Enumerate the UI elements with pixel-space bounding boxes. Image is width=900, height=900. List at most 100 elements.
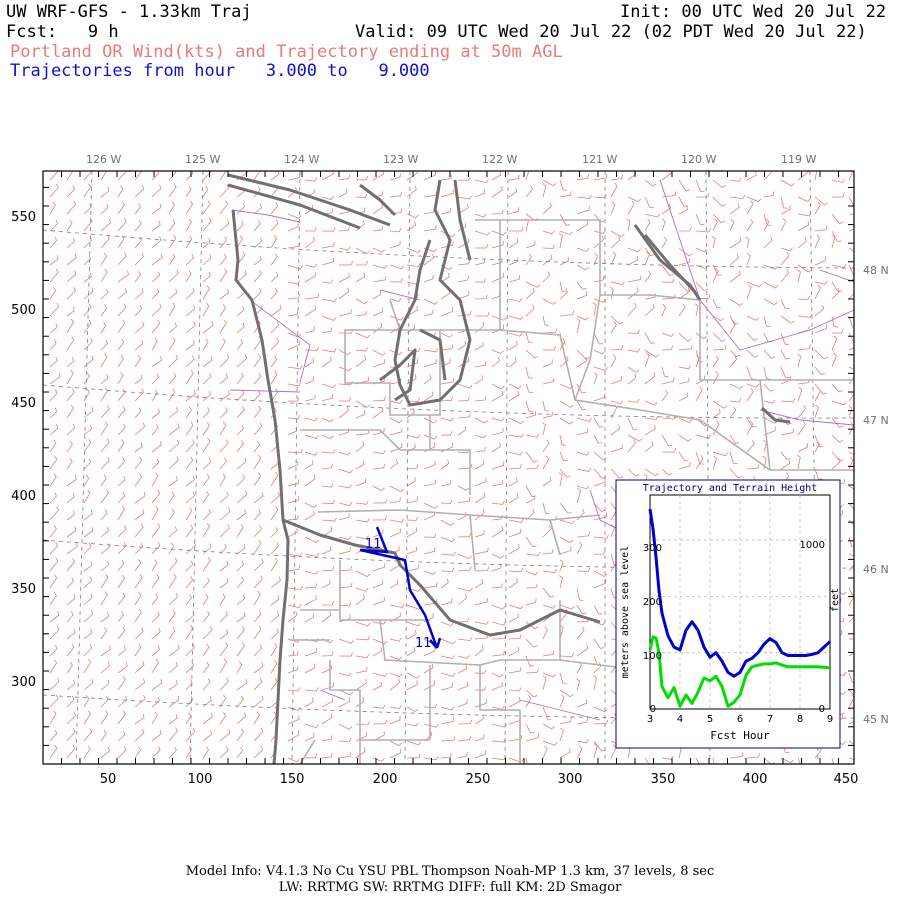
wind-barb: [508, 493, 519, 504]
wind-barb: [508, 238, 519, 249]
wind-barb: [457, 275, 469, 283]
wind-barb: [355, 410, 366, 419]
wind-barb: [304, 595, 317, 606]
wind-barb: [100, 421, 109, 436]
wind-barb: [83, 183, 92, 198]
wind-barb: [746, 284, 752, 300]
wind-barb: [304, 583, 318, 589]
wind-barb: [729, 406, 737, 419]
wind-barb: [848, 196, 854, 207]
wind-barb: [559, 468, 571, 478]
wind-barb: [644, 352, 650, 368]
wind-barb: [287, 665, 299, 674]
wind-barb: [66, 286, 76, 300]
wind-barb: [168, 662, 178, 674]
wind-barb: [474, 477, 487, 487]
wind-barb: [780, 332, 790, 345]
wind-barb: [100, 304, 108, 317]
y-tick-label: 300: [11, 675, 36, 690]
wind-barb: [610, 424, 621, 436]
wind-barb: [796, 269, 801, 283]
wind-barb: [338, 349, 352, 356]
wind-barb: [49, 710, 57, 725]
wind-barb: [355, 260, 368, 266]
wind-barb: [355, 429, 370, 436]
wind-barb: [389, 715, 401, 725]
wind-barb: [406, 706, 419, 712]
wind-barb: [287, 730, 300, 742]
inset-grid: [650, 495, 830, 709]
wind-barb: [355, 594, 365, 606]
wind-barb: [253, 509, 261, 521]
wind-barb: [559, 727, 564, 742]
wind-barb: [321, 394, 333, 402]
wind-barb: [100, 710, 109, 725]
wind-barb: [270, 370, 278, 385]
wind-barb: [644, 247, 655, 257]
wind-barb: [525, 349, 539, 359]
wind-barb: [661, 755, 674, 760]
wind-barb: [593, 579, 607, 589]
wind-barb: [339, 397, 352, 402]
coastline: [227, 173, 791, 764]
wind-barb: [610, 354, 617, 368]
wind-barb: [814, 256, 827, 266]
wind-barb: [389, 191, 402, 198]
wind-barb: [542, 400, 549, 412]
wind-barb: [321, 434, 334, 440]
wind-barb: [491, 272, 505, 283]
wind-barb: [440, 230, 456, 238]
wind-barb: [423, 582, 438, 589]
wind-barb: [644, 441, 654, 453]
wind-barb: [559, 417, 574, 425]
wind-barb: [287, 552, 303, 557]
wind-barb: [236, 661, 243, 674]
wind-barb: [134, 374, 143, 385]
wind-barb: [389, 240, 401, 249]
wind-barb: [593, 393, 605, 402]
wind-barb: [406, 247, 421, 254]
wind-barb: [117, 185, 124, 198]
wind-barb: [763, 191, 775, 198]
wind-barb: [49, 473, 57, 487]
wind-barb: [678, 377, 690, 385]
wind-barb: [406, 680, 418, 691]
wind-barb: [695, 386, 703, 402]
wind-barb: [151, 373, 160, 385]
wind-barb: [270, 542, 280, 555]
wind-barb: [406, 672, 421, 679]
wind-barb: [474, 578, 484, 589]
wind-barb: [372, 396, 386, 402]
wind-barb: [576, 220, 589, 232]
wind-barb: [797, 295, 810, 301]
wind-barb: [219, 373, 229, 385]
wind-barb: [576, 247, 590, 252]
wind-barb: [66, 711, 77, 725]
wind-barb: [287, 293, 301, 300]
wind-barb: [355, 587, 369, 592]
wind-barb: [185, 594, 193, 606]
wind-barb: [134, 321, 145, 334]
wind-barb: [389, 277, 403, 283]
wind-barb: [440, 519, 455, 526]
wind-barb: [372, 515, 387, 521]
wind-barb: [389, 497, 401, 504]
wind-barb: [304, 263, 318, 268]
wind-barb: [610, 376, 622, 385]
wind-barb: [83, 728, 93, 742]
wind-barb: [185, 218, 192, 232]
wind-barb: [814, 171, 818, 181]
wind-barb: [372, 450, 386, 455]
wind-barb: [389, 748, 402, 759]
wind-barb: [593, 740, 606, 752]
wind-barb: [508, 697, 521, 708]
wind-barb: [695, 332, 708, 340]
wind-barb: [508, 604, 524, 610]
wind-barb: [202, 490, 210, 504]
wind-barb: [202, 522, 211, 538]
wind-barb: [305, 227, 317, 232]
wind-barb: [236, 524, 244, 538]
wind-barb: [338, 697, 351, 708]
wind-barb: [491, 315, 507, 321]
wind-barb: [151, 356, 162, 368]
